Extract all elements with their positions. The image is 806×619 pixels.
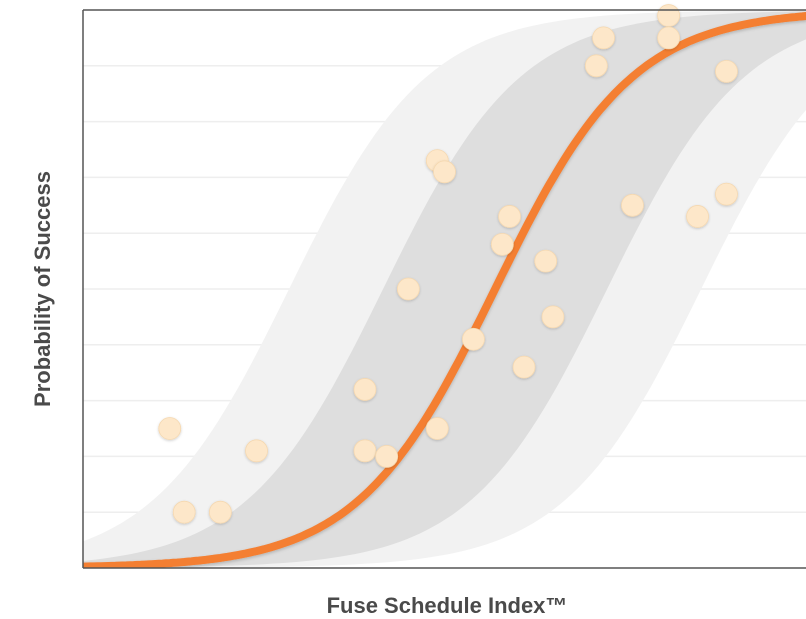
y-axis-label: Probability of Success [30, 171, 55, 407]
data-point [433, 160, 456, 184]
data-point [396, 277, 420, 301]
data-point [353, 439, 377, 463]
plot-area [82, 4, 806, 569]
data-point [208, 500, 232, 524]
data-point [715, 59, 738, 83]
x-axis-label: Fuse Schedule Index™ [327, 593, 568, 618]
data-point [245, 439, 268, 463]
data-point [592, 26, 615, 50]
data-point [657, 4, 681, 27]
data-point [534, 249, 558, 273]
data-point [425, 417, 449, 440]
data-point [512, 355, 536, 379]
data-point [353, 378, 377, 401]
inner-confidence-band [83, 11, 806, 568]
data-point [686, 205, 709, 228]
trend-line [83, 12, 806, 568]
data-point [490, 232, 514, 256]
data-point [584, 54, 608, 78]
data-points [158, 4, 738, 524]
data-point [498, 205, 521, 228]
data-point [621, 193, 644, 217]
data-point [462, 327, 485, 351]
data-point [715, 182, 738, 206]
data-point [375, 444, 399, 468]
data-point [541, 305, 565, 329]
data-point [172, 500, 196, 524]
data-point [657, 26, 681, 50]
data-point [158, 417, 182, 440]
